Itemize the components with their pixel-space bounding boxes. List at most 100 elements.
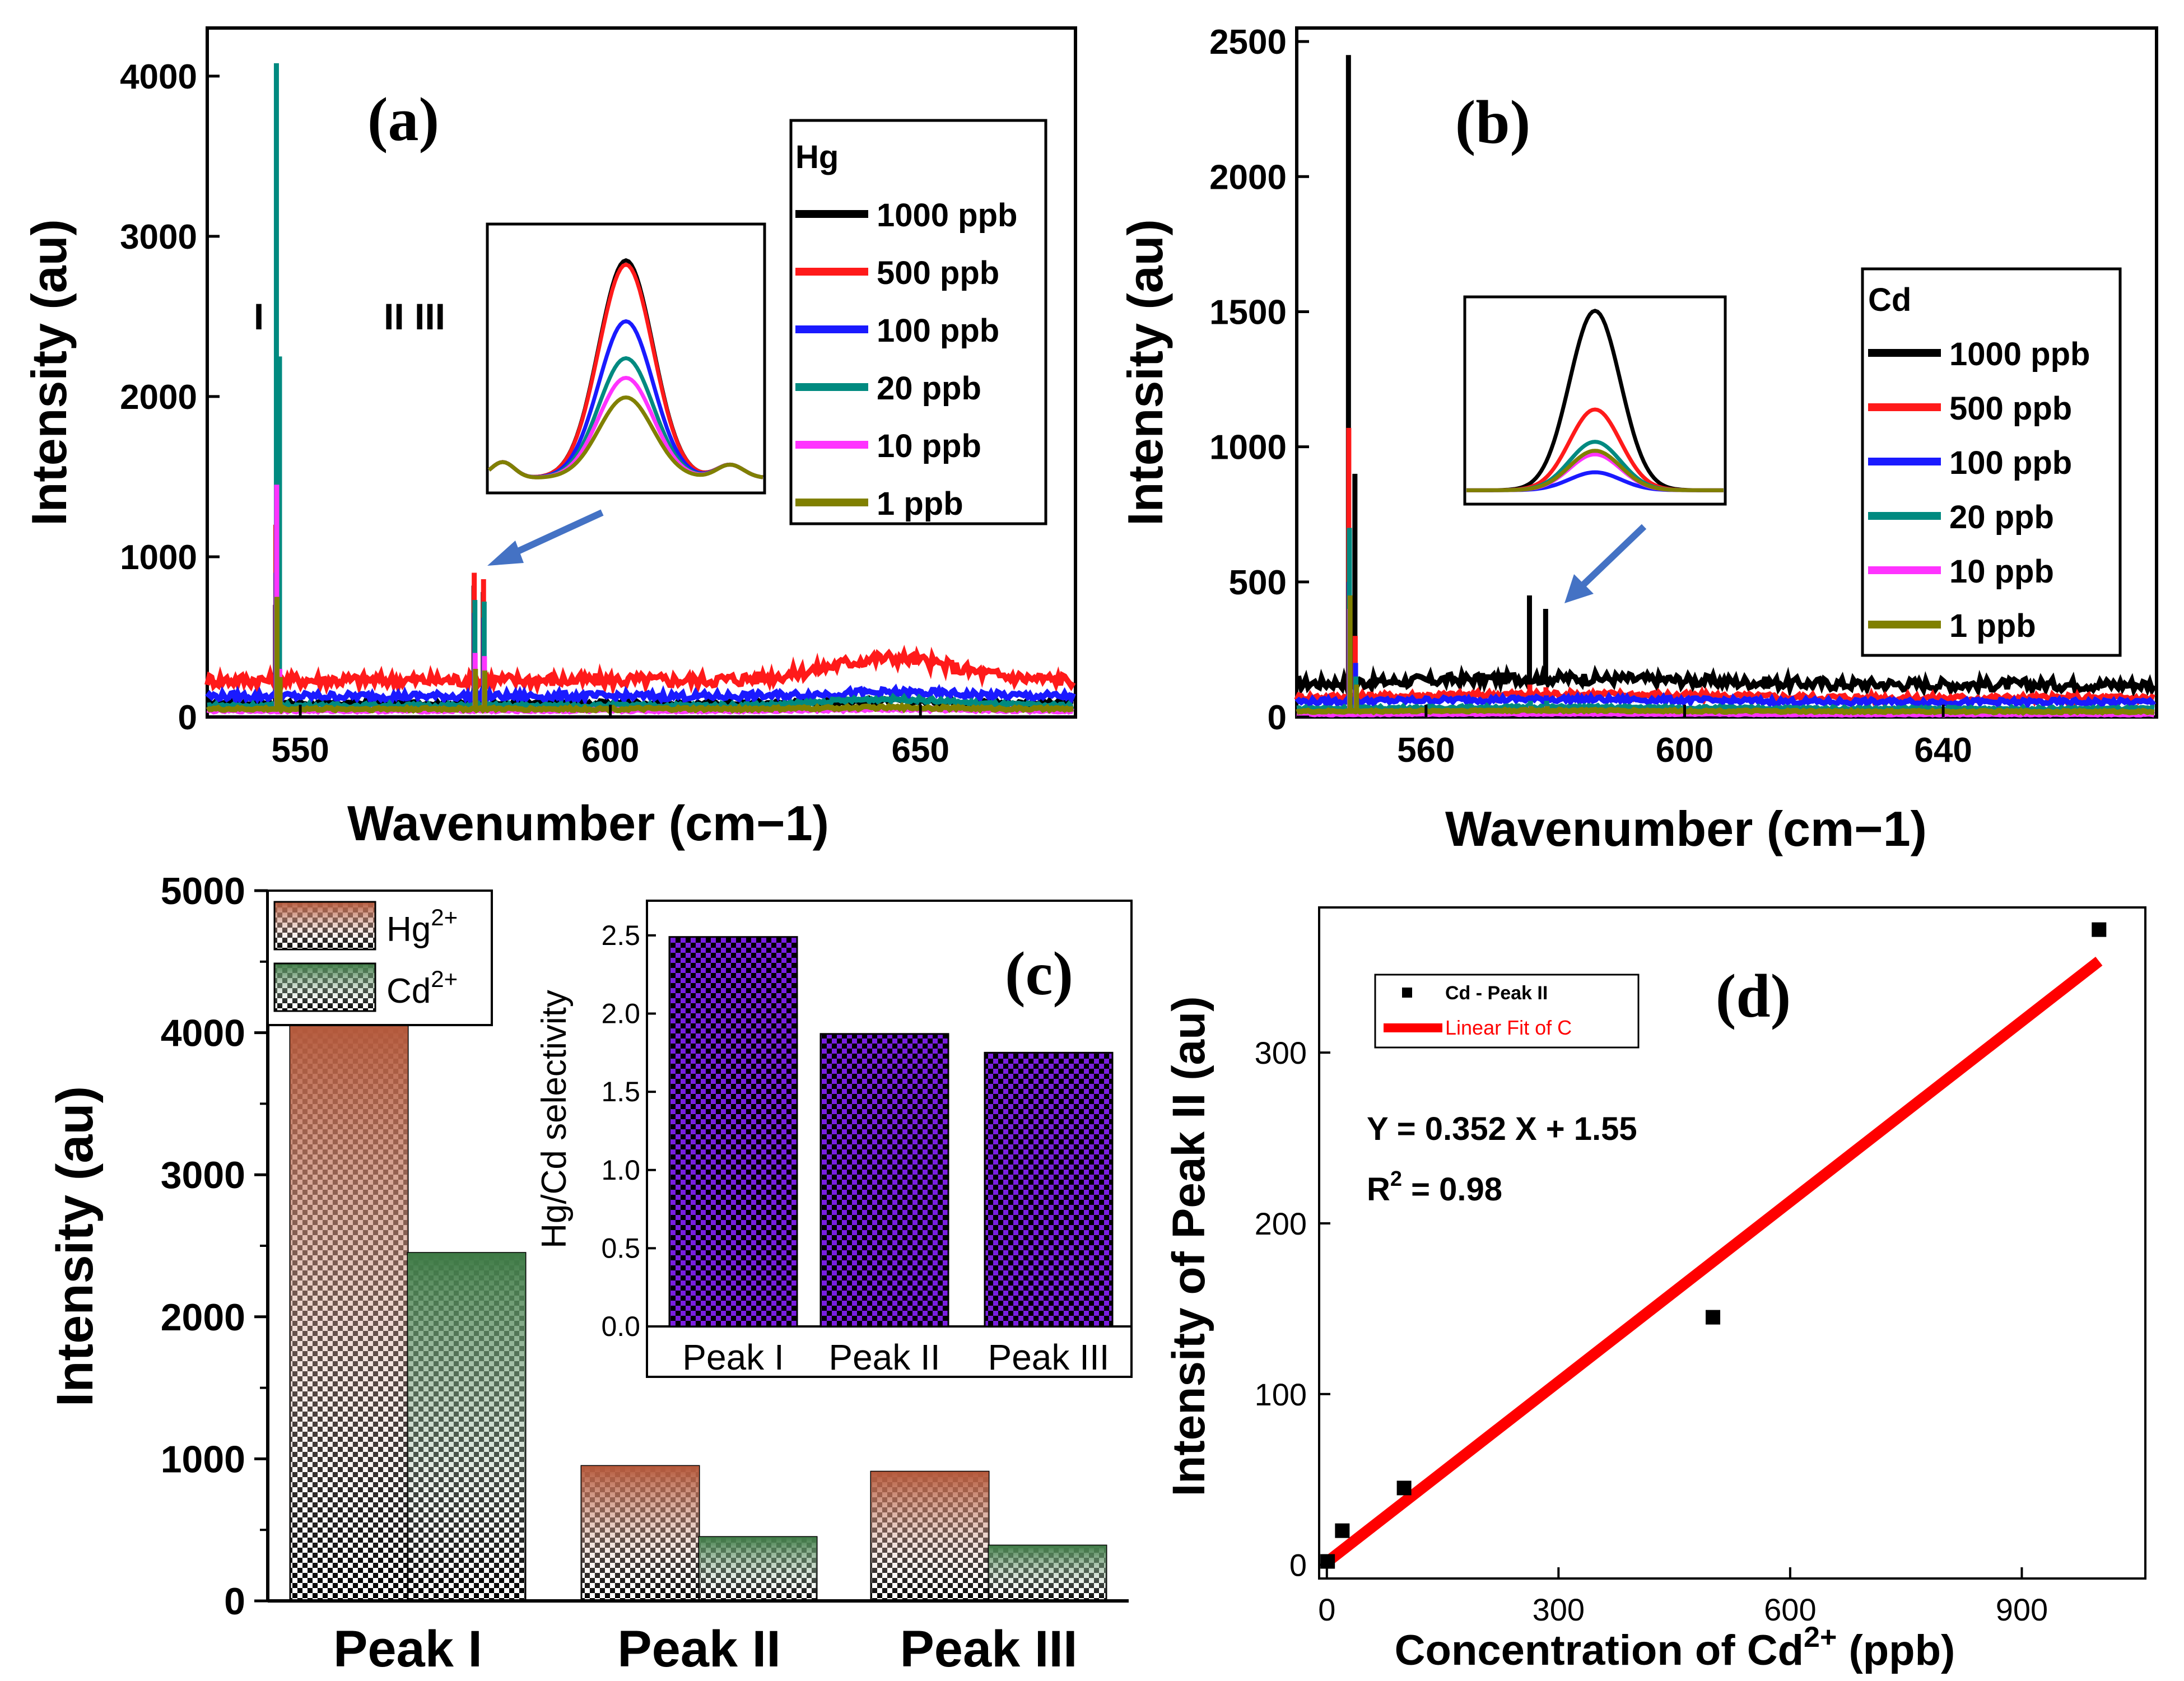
y-tick-label: 4000 (161, 1012, 245, 1055)
category-label-Peak-I: Peak I (333, 1621, 482, 1678)
panel-a-legend-box (789, 119, 1047, 525)
panel-a-legend-title: Hg (795, 139, 839, 175)
legend-label-500-ppb: 500 ppb (877, 255, 999, 291)
panel-b-inset-curves (1466, 309, 1724, 492)
panel-c-y-axis-label: Intensity (au) (46, 1086, 104, 1407)
y-tick-label: 100 (1255, 1377, 1307, 1412)
panel-a-legend: 1000 ppb 500 ppb 100 ppb 20 ppb 10 ppb 1 ppb (795, 197, 1017, 522)
x-tick-label: 0 (1318, 1592, 1335, 1627)
inset-y-tick-label: 2.5 (601, 920, 640, 951)
inset-category-label-Peak-III: Peak III (988, 1337, 1110, 1377)
panel-b-curves (1294, 55, 2157, 718)
x-tick-label: 560 (1397, 731, 1455, 770)
y-tick-label: 0 (224, 1580, 245, 1623)
y-tick-label: 2000 (120, 378, 197, 417)
panel-d-x-ticks: 0 300 600 900 (1318, 1567, 2048, 1627)
panel-c-inset-y-ticks: 0.0 0.5 1.0 1.5 2.0 2.5 (601, 920, 656, 1342)
panel-d-legend-fit: Linear Fit of C (1445, 1016, 1572, 1039)
panel-a-x-axis-label: Wavenumber (cm−1) (347, 795, 829, 851)
bar-tint-Cd2+-Peak-III (989, 1545, 1106, 1601)
panel-b-inset-arrow-head (1564, 574, 1594, 603)
x-tick-label: 600 (581, 731, 639, 770)
panel-a-plot-frame (206, 26, 1077, 719)
x-tick-label: 550 (271, 731, 329, 770)
y-tick-label: 1000 (120, 538, 197, 577)
data-point-2 (1396, 1480, 1412, 1496)
panel-d-x-axis-label-tail: (ppb) (1837, 1627, 1955, 1674)
panel-c-legend-cd-sup: 2+ (431, 966, 458, 992)
panel-d-fit-line (1323, 956, 2103, 1567)
y-tick-label: 4000 (120, 58, 197, 96)
bar-tint-Cd2+-Peak-I (408, 1252, 525, 1601)
panel-d-r-squared-prefix: R (1367, 1171, 1390, 1208)
inset-category-label-Peak-II: Peak II (828, 1337, 940, 1377)
bar-tint-Hg2+-Peak-III (871, 1472, 989, 1601)
panel-b-inset-frame (1463, 295, 1727, 506)
bar-tint-Hg2+-Peak-II (581, 1466, 699, 1601)
data-point-3 (1706, 1310, 1721, 1325)
inset-peak-a-1-ppb (487, 395, 763, 479)
panel-a-inset-arrow-head (487, 541, 524, 566)
panel-d-y-ticks: 0 100 200 300 (1255, 1035, 1330, 1583)
panel-d-legend-points: Cd - Peak II (1445, 982, 1548, 1004)
x-tick-label: 900 (1996, 1592, 2048, 1627)
bar-tint-Hg2+-Peak-I (290, 1021, 408, 1601)
panel-b-plot-frame (1295, 26, 2158, 719)
panel-c-category-labels: Peak I Peak II Peak III (333, 1621, 1078, 1678)
spectrum-b-100-ppb (1294, 691, 2157, 710)
selectivity-bar-Peak-I (668, 936, 798, 1328)
legend-label-20-ppb: 20 ppb (1949, 499, 2054, 536)
y-tick-label: 5000 (161, 870, 245, 912)
y-tick-label: 300 (1255, 1035, 1307, 1070)
panel-a-y-axis-label: Intensity (au) (21, 219, 77, 526)
legend-label-10-ppb: 10 ppb (877, 428, 981, 464)
data-point-1 (1335, 1523, 1350, 1538)
y-tick-label: 2000 (161, 1296, 245, 1339)
panel-d-y-axis-label: Intensity of Peak II (au) (1163, 996, 1214, 1496)
y-tick-label: 0 (1268, 699, 1287, 737)
panel-c-legend-cd-text: Cd (386, 972, 431, 1011)
legend-label-100-ppb: 100 ppb (877, 313, 999, 349)
panel-d-r-squared-value: = 0.98 (1402, 1171, 1502, 1208)
panel-c-label: (c) (1005, 939, 1073, 1008)
panel-d-label: (d) (1716, 962, 1791, 1030)
x-tick-label: 640 (1914, 731, 1972, 770)
y-tick-label: 1500 (1209, 293, 1287, 332)
category-label-Peak-II: Peak II (617, 1621, 781, 1678)
panel-d-r-squared: R2 = 0.98 (1367, 1167, 1502, 1208)
y-tick-label: 2500 (1209, 23, 1287, 62)
x-tick-label: 600 (1656, 731, 1713, 770)
panel-c-inset (647, 936, 1131, 1328)
inset-y-tick-label: 0.0 (601, 1311, 640, 1342)
spectrum-a-1-ppb (206, 702, 1074, 715)
linear-fit-line (1323, 956, 2103, 1567)
spectrum-b-20-ppb (1296, 702, 2155, 715)
x-tick-label: 650 (891, 731, 949, 770)
panel-a-inset-curves (487, 258, 763, 479)
panel-b: 0 500 1000 1500 2000 2500 560 600 640 Intensity… (1117, 23, 2158, 856)
y-tick-label: 3000 (120, 218, 197, 257)
panel-b-legend-title: Cd (1868, 282, 1911, 318)
y-tick-label: 500 (1229, 564, 1287, 602)
panel-b-legend: 1000 ppb 500 ppb 100 ppb 20 ppb 10 ppb 1 ppb (1868, 336, 2090, 644)
panel-a-peak-label-II-III: II III (384, 296, 445, 337)
panel-d-r-squared-sup: 2 (1390, 1167, 1402, 1191)
x-tick-label: 300 (1533, 1592, 1585, 1627)
legend-label-1000-ppb: 1000 ppb (877, 197, 1017, 234)
spectrum-a-500-ppb (204, 645, 1076, 698)
panel-c-legend-hg: Hg2+ (386, 904, 458, 949)
spectrum-b-1000-ppb (1296, 663, 2157, 699)
legend-label-1-ppb: 1 ppb (877, 486, 963, 522)
panel-c-legend-hg-swatch-tint (273, 901, 376, 951)
panel-b-y-axis-label: Intensity (au) (1117, 219, 1173, 526)
legend-label-20-ppb: 20 ppb (877, 370, 981, 407)
inset-category-label-Peak-I: Peak I (682, 1337, 784, 1377)
y-tick-label: 1000 (1209, 429, 1287, 467)
panel-c-legend-cd: Cd2+ (386, 966, 458, 1011)
panel-a-y-ticks: 0 1000 2000 3000 4000 (120, 58, 220, 737)
panel-c-bars (289, 1020, 1107, 1602)
inset-y-tick-label: 1.5 (601, 1076, 640, 1107)
selectivity-bar-Peak-III (984, 1051, 1114, 1328)
